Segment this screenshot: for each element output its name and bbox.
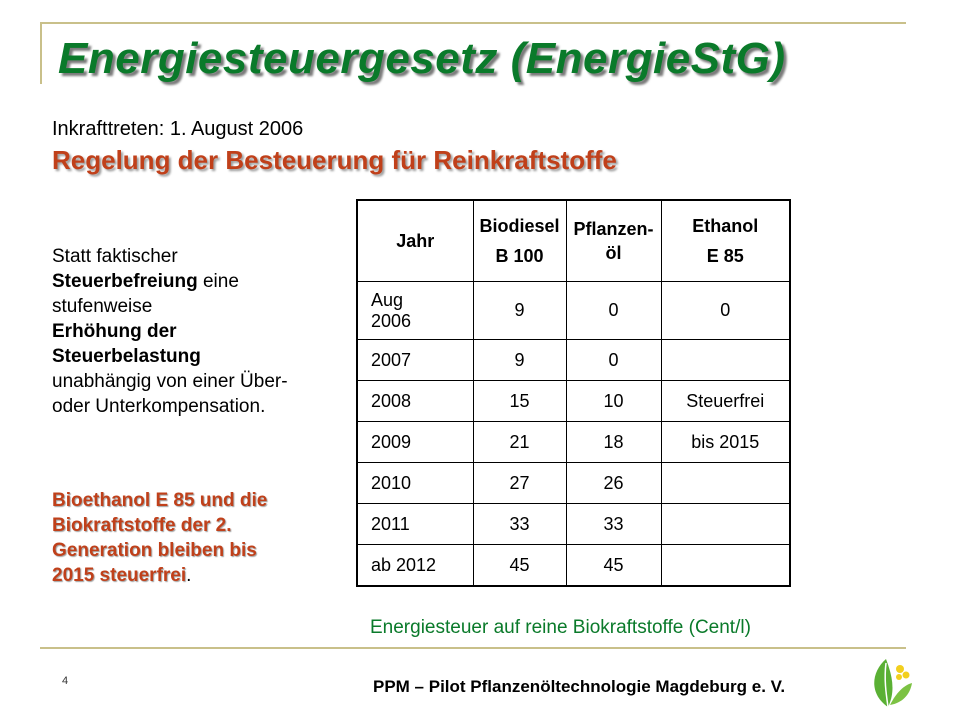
logo-stem bbox=[884, 662, 889, 708]
cell-pflanzenoel: 0 bbox=[565, 281, 662, 340]
bioethanol-note-end: . bbox=[186, 565, 192, 586]
cell-jahr: 2008 bbox=[356, 380, 474, 422]
header-ethanol: Ethanol E 85 bbox=[660, 199, 791, 282]
table-row: 2010 27 26 bbox=[356, 462, 791, 504]
table-row: 2009 21 18 bis 2015 bbox=[356, 421, 791, 463]
table-row: Aug 2006 9 0 0 bbox=[356, 281, 791, 340]
cell-biodiesel: 9 bbox=[472, 281, 567, 340]
cell-pflanzenoel: 0 bbox=[565, 339, 662, 381]
cell-biodiesel: 27 bbox=[472, 462, 567, 504]
cell-biodiesel: 21 bbox=[472, 421, 567, 463]
page-number: 4 bbox=[62, 675, 69, 687]
table-row: 2008 15 10 Steuerfrei bbox=[356, 380, 791, 422]
table-header-row: Jahr Biodiesel B 100 Pflanzen- öl Ethano… bbox=[356, 199, 791, 282]
cell-pflanzenoel: 33 bbox=[565, 503, 662, 545]
cell-biodiesel: 15 bbox=[472, 380, 567, 422]
header-biodiesel-line-2: B 100 bbox=[495, 246, 544, 266]
frame-line-left bbox=[40, 22, 42, 84]
table-row: 2011 33 33 bbox=[356, 503, 791, 545]
cell-biodiesel: 45 bbox=[472, 544, 567, 587]
effective-date: Inkrafttreten: 1. August 2006 bbox=[52, 118, 304, 140]
explanation-line-1: Statt faktischer bbox=[52, 246, 178, 267]
header-jahr: Jahr bbox=[356, 199, 474, 282]
cell-jahr: 2010 bbox=[356, 462, 474, 504]
logo-seed-1 bbox=[896, 665, 904, 673]
frame-line-top bbox=[40, 22, 906, 24]
header-biodiesel: Biodiesel B 100 bbox=[472, 199, 567, 282]
plant-leaf-icon bbox=[874, 659, 912, 708]
header-pflanzenoel: Pflanzen- öl bbox=[565, 199, 662, 282]
logo-seed-2 bbox=[902, 671, 910, 679]
footer-organization: PPM – Pilot Pflanzenöltechnologie Magdeb… bbox=[373, 677, 786, 696]
header-pflanzenoel-line-2: öl bbox=[605, 243, 622, 263]
logo-seed-3 bbox=[896, 674, 902, 680]
cell-biodiesel: 33 bbox=[472, 503, 567, 545]
header-ethanol-line-1: Ethanol bbox=[692, 216, 759, 236]
cell-ethanol bbox=[660, 503, 791, 545]
explanation-text: Statt faktischer Steuerbefreiung eine st… bbox=[52, 244, 302, 419]
header-ethanol-line-2: E 85 bbox=[706, 246, 744, 266]
cell-pflanzenoel: 45 bbox=[565, 544, 662, 587]
cell-pflanzenoel: 10 bbox=[565, 380, 662, 422]
table-row: ab 2012 45 45 bbox=[356, 544, 791, 587]
cell-ethanol bbox=[660, 544, 791, 587]
cell-jahr: 2011 bbox=[356, 503, 474, 545]
cell-jahr: Aug 2006 bbox=[356, 281, 474, 340]
logo-leaf-large bbox=[874, 659, 893, 707]
cell-jahr: 2007 bbox=[356, 339, 474, 381]
tax-table: Jahr Biodiesel B 100 Pflanzen- öl Ethano… bbox=[356, 199, 792, 587]
bioethanol-note: Bioethanol E 85 und die Biokraftstoffe d… bbox=[52, 488, 302, 588]
cell-ethanol: bis 2015 bbox=[660, 421, 791, 463]
cell-ethanol: 0 bbox=[660, 281, 791, 340]
explanation-line-4: unabhängig von einer Über- oder Unterkom… bbox=[52, 371, 288, 417]
explanation-line-2: eine stufenweise bbox=[52, 271, 239, 317]
logo-leaf-small bbox=[890, 683, 912, 705]
explanation-bold-1: Steuerbefreiung bbox=[52, 271, 198, 292]
cell-biodiesel: 9 bbox=[472, 339, 567, 381]
header-biodiesel-line-1: Biodiesel bbox=[479, 216, 560, 236]
cell-ethanol bbox=[660, 462, 791, 504]
cell-ethanol: Steuerfrei bbox=[660, 380, 791, 422]
cell-jahr: 2009 bbox=[356, 421, 474, 463]
slide-subtitle: Regelung der Besteuerung für Reinkraftst… bbox=[52, 145, 617, 175]
bioethanol-note-text: Bioethanol E 85 und die Biokraftstoffe d… bbox=[52, 490, 268, 586]
frame-line-bottom bbox=[40, 647, 906, 649]
cell-pflanzenoel: 26 bbox=[565, 462, 662, 504]
cell-jahr: ab 2012 bbox=[356, 544, 474, 587]
header-pflanzenoel-line-1: Pflanzen- bbox=[573, 219, 654, 239]
cell-ethanol bbox=[660, 339, 791, 381]
table-row: 2007 9 0 bbox=[356, 339, 791, 381]
slide-title: Energiesteuergesetz (EnergieStG) bbox=[58, 34, 786, 83]
explanation-bold-2: Erhöhung der Steuerbelastung bbox=[52, 321, 201, 367]
cell-pflanzenoel: 18 bbox=[565, 421, 662, 463]
table-caption: Energiesteuer auf reine Biokraftstoffe (… bbox=[370, 617, 751, 638]
